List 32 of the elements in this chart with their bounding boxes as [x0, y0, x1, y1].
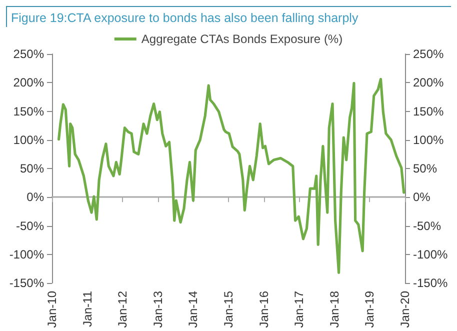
line-series [57, 78, 406, 274]
x-tick-label: Jan-14 [186, 290, 200, 328]
y-tick-label: 150% [13, 104, 44, 118]
chart-title: Figure 19:CTA exposure to bonds has also been falling sharply [6, 6, 451, 27]
x-tick-label: Jan-17 [292, 290, 306, 328]
x-tick-label: Jan-16 [256, 290, 271, 328]
y2-tick-label: 150% [413, 104, 444, 118]
y-tick-label: 100% [13, 132, 44, 147]
x-tick-label: Jan-13 [150, 290, 165, 328]
y-tick-label: -50% [16, 218, 44, 233]
y2-tick-label: -150% [413, 276, 448, 290]
legend-label: Aggregate CTAs Bonds Exposure (%) [141, 32, 343, 46]
y2-tick-label: 200% [413, 76, 444, 90]
y2-tick-label: 100% [413, 132, 444, 147]
x-tick-label: Jan-15 [222, 290, 236, 328]
y2-tick-label: 0% [413, 190, 431, 204]
y2-tick-label: -100% [413, 247, 448, 262]
y-tick-label: 200% [13, 76, 44, 90]
x-tick-label: Jan-11 [80, 290, 94, 327]
y2-tick-label: 50% [413, 162, 438, 176]
x-tick-label: Jan-10 [45, 290, 59, 328]
x-tick-label: Jan-18 [327, 290, 342, 328]
x-tick-label: Jan-19 [362, 290, 377, 328]
y-tick-label: -100% [9, 247, 44, 262]
x-tick-label: Jan-12 [116, 290, 130, 328]
y2-tick-label: 250% [413, 47, 444, 61]
y-tick-label: 0% [26, 190, 44, 204]
y-tick-label: 50% [20, 162, 44, 176]
y-tick-label: -150% [9, 276, 44, 290]
y2-tick-label: -50% [413, 218, 442, 233]
x-tick-label: Jan-20 [398, 290, 412, 328]
y-tick-label: 250% [13, 47, 44, 61]
